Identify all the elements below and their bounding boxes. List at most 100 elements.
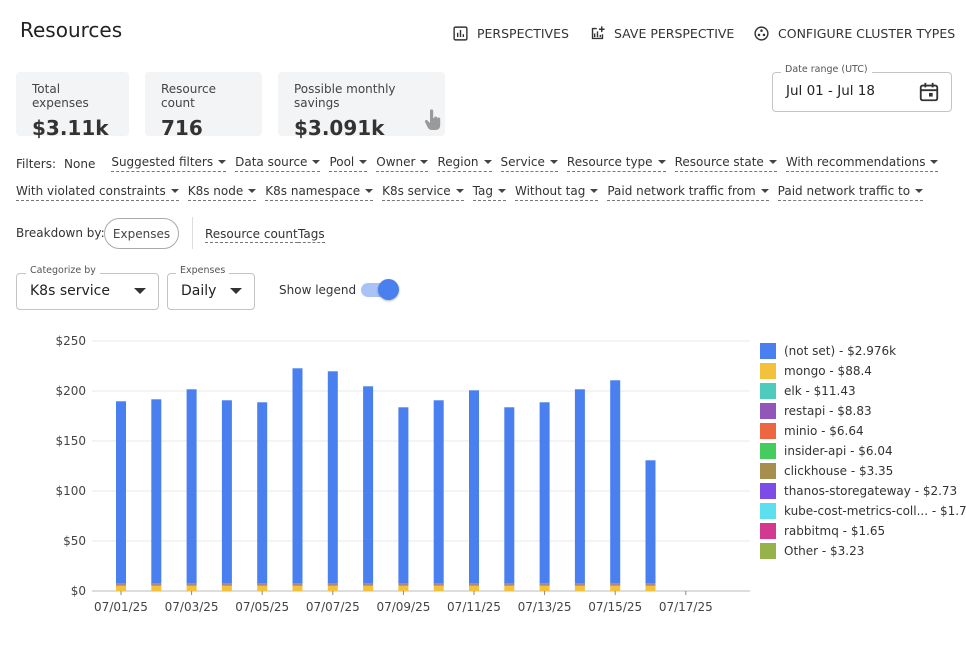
bar-segment — [116, 401, 126, 584]
filter-k8s-namespace[interactable]: K8s namespace — [265, 184, 374, 201]
legend-item: clickhouse - $3.35 — [760, 461, 966, 481]
breakdown-tags-link[interactable]: Tags — [298, 227, 325, 243]
bar-segment — [539, 585, 550, 586]
bar-segment — [469, 584, 479, 585]
bar-segment — [221, 586, 232, 591]
bar-segment — [539, 584, 550, 586]
filter-owner[interactable]: Owner — [376, 155, 429, 172]
filter-with-recommendations[interactable]: With recommendations — [785, 155, 939, 172]
bar-segment — [610, 584, 621, 585]
filter-k8s-node[interactable]: K8s node — [187, 184, 257, 201]
bar-segment — [151, 583, 162, 584]
perspectives-label: PERSPECTIVES — [477, 25, 569, 41]
bar-segment — [469, 390, 479, 584]
bar-segment — [257, 585, 268, 586]
bar-segment — [292, 585, 303, 586]
configure-cluster-types-label: CONFIGURE CLUSTER TYPES — [778, 25, 956, 41]
bar-segment — [433, 586, 444, 591]
filter-label: Service — [500, 155, 545, 169]
legend-label: thanos-storegateway - $2.73 — [784, 484, 958, 498]
bar-segment — [645, 584, 656, 585]
filter-label: Without tag — [514, 184, 586, 198]
chevron-down-icon — [760, 189, 769, 193]
bar-segment — [221, 584, 232, 586]
filter-region[interactable]: Region — [437, 155, 492, 172]
possible-savings-card[interactable]: Possible monthly savings $3.091k — [278, 72, 445, 140]
card-value: $3.11k — [32, 116, 109, 140]
legend-label: rabbitmq - $1.65 — [784, 524, 886, 538]
page-title: Resources — [20, 18, 123, 42]
filter-resource-state[interactable]: Resource state — [674, 155, 777, 172]
filter-label: With recommendations — [785, 155, 926, 169]
bar-segment — [327, 584, 338, 585]
show-legend-toggle[interactable] — [361, 279, 399, 301]
bar-segment — [504, 584, 515, 585]
bar-segment — [151, 585, 162, 586]
filter-service[interactable]: Service — [500, 155, 558, 172]
legend-label: insider-api - $6.04 — [784, 444, 893, 458]
divider — [192, 217, 193, 249]
filter-label: Pool — [329, 155, 355, 169]
legend-item: kube-cost-metrics-coll... - $1.78 — [760, 501, 966, 521]
x-tick-label: 07/13/25 — [518, 600, 572, 614]
legend-item: Other - $3.23 — [760, 541, 966, 561]
cluster-icon — [754, 25, 769, 41]
bar-segment — [363, 584, 374, 585]
filter-without-tag[interactable]: Without tag — [514, 184, 599, 201]
filter-paid-network-traffic-to[interactable]: Paid network traffic to — [777, 184, 924, 201]
bar-segment — [645, 460, 656, 584]
bar-segment — [645, 583, 656, 584]
bar-segment — [292, 584, 303, 586]
filter-pool[interactable]: Pool — [329, 155, 368, 172]
filter-tag[interactable]: Tag — [472, 184, 506, 201]
calendar-icon[interactable] — [918, 81, 940, 103]
save-perspective-label: SAVE PERSPECTIVE — [614, 25, 735, 41]
filter-resource-type[interactable]: Resource type — [566, 155, 666, 172]
bar-segment — [645, 584, 656, 586]
perspectives-button[interactable]: PERSPECTIVES — [452, 22, 569, 44]
bar-segment — [610, 583, 621, 584]
chevron-down-icon — [218, 160, 227, 164]
bar-segment — [151, 584, 162, 586]
legend-item: rabbitmq - $1.65 — [760, 521, 966, 541]
x-tick-label: 07/03/25 — [165, 600, 219, 614]
save-perspective-button[interactable]: SAVE PERSPECTIVE — [589, 22, 734, 44]
bar-segment — [504, 583, 515, 584]
legend-label: clickhouse - $3.35 — [784, 464, 894, 478]
bar-segment — [327, 584, 338, 586]
filter-label: Tag — [472, 184, 493, 198]
bar-segment — [539, 583, 550, 584]
bar-segment — [221, 400, 232, 584]
legend-label: (not set) - $2.976k — [784, 344, 897, 358]
filter-data-source[interactable]: Data source — [235, 155, 321, 172]
bar-segment — [363, 386, 374, 584]
legend-swatch — [760, 463, 776, 479]
filter-paid-network-traffic-from[interactable]: Paid network traffic from — [607, 184, 769, 201]
bar-segment — [116, 585, 126, 586]
bar-segment — [257, 583, 268, 584]
chevron-down-icon — [549, 160, 558, 164]
bar-segment — [398, 407, 409, 584]
bar-segment — [116, 583, 126, 584]
filter-with-violated-constraints[interactable]: With violated constraints — [16, 184, 179, 201]
filter-suggested-filters[interactable]: Suggested filters — [111, 155, 227, 172]
bar-segment — [116, 584, 126, 586]
configure-cluster-types-button[interactable]: CONFIGURE CLUSTER TYPES — [753, 22, 955, 44]
breakdown-resource-count-link[interactable]: Resource count — [205, 227, 298, 243]
chevron-down-icon — [134, 288, 146, 294]
bar-segment — [574, 586, 585, 591]
bar-segment — [257, 584, 268, 585]
filters-current: None — [64, 156, 96, 171]
bar-segment — [116, 586, 126, 591]
breakdown-expenses-button[interactable]: Expenses — [104, 218, 179, 249]
bar-segment — [221, 584, 232, 585]
bar-segment — [469, 585, 479, 586]
bar-segment — [186, 584, 197, 586]
filter-label: K8s namespace — [265, 184, 361, 198]
legend-item: mongo - $88.4 — [760, 361, 966, 381]
y-tick-label: $200 — [55, 384, 86, 398]
filter-k8s-service[interactable]: K8s service — [382, 184, 464, 201]
date-range-label: Date range (UTC) — [781, 64, 872, 75]
legend-item: (not set) - $2.976k — [760, 341, 966, 361]
bar-segment — [469, 583, 479, 584]
